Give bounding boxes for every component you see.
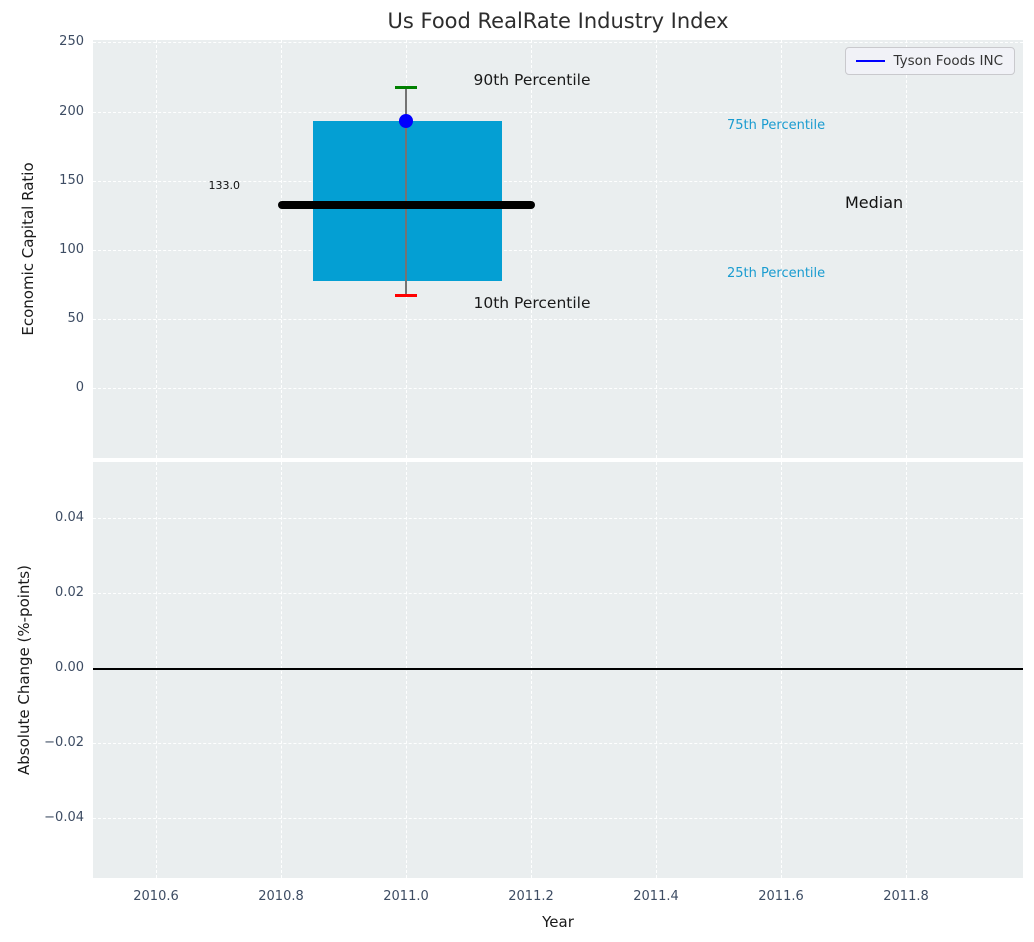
median-value-label: 133.0 [208,179,241,192]
gridline [93,181,1023,182]
ytick-label: 250 [59,34,84,49]
median-line [278,201,535,209]
gridline [93,593,1023,594]
gridline [93,388,1023,389]
gridline [93,250,1023,251]
gridline [531,40,532,458]
gridline [93,743,1023,744]
ytick-label: −0.02 [44,735,84,750]
annotation-25th-percentile: 25th Percentile [727,266,826,281]
legend-label: Tyson Foods INC [893,53,1003,69]
annotation-75th-percentile: 75th Percentile [727,118,826,133]
gridline [93,319,1023,320]
bottom-plot-area [93,462,1023,878]
gridline [156,40,157,458]
x-axis-label: Year [542,913,574,931]
ytick-label: 150 [59,173,84,188]
gridline [906,462,907,878]
xtick-label: 2011.4 [633,889,679,904]
ytick-label: 0.02 [55,585,84,600]
ytick-label: 200 [59,104,84,119]
chart-title: Us Food RealRate Industry Index [387,9,729,33]
gridline [93,818,1023,819]
xtick-label: 2010.8 [258,889,304,904]
gridline [781,462,782,878]
p10-cap [395,294,417,297]
gridline [656,462,657,878]
gridline [281,462,282,878]
ytick-label: 0.04 [55,510,84,525]
ytick-label: −0.04 [44,810,84,825]
xtick-label: 2011.8 [883,889,929,904]
annotation-median: Median [845,193,904,212]
gridline [531,462,532,878]
p90-cap [395,86,417,89]
gridline [406,462,407,878]
legend: Tyson Foods INC [844,47,1015,75]
xtick-label: 2010.6 [133,889,179,904]
whisker-line [405,87,407,295]
ytick-label: 0 [75,380,84,395]
gridline [781,40,782,458]
annotation-90th-percentile: 90th Percentile [473,71,591,89]
gridline [156,462,157,878]
gridline [93,42,1023,43]
top-plot-area: 90th Percentile 10th Percentile 75th Per… [93,40,1023,458]
annotation-10th-percentile: 10th Percentile [473,294,591,312]
gridline [281,40,282,458]
tyson-foods-data-point [399,114,413,128]
legend-line-sample [855,60,885,62]
xtick-label: 2011.2 [508,889,554,904]
ytick-label: 50 [67,311,84,326]
ytick-label: 0.00 [55,660,84,675]
zero-reference-line [93,668,1023,670]
gridline [906,40,907,458]
xtick-label: 2011.6 [758,889,804,904]
gridline [656,40,657,458]
bottom-y-axis-label: Absolute Change (%-points) [15,565,33,775]
xtick-label: 2011.0 [383,889,429,904]
ytick-label: 100 [59,242,84,257]
top-y-axis-label: Economic Capital Ratio [19,162,37,336]
gridline [93,112,1023,113]
gridline [93,518,1023,519]
